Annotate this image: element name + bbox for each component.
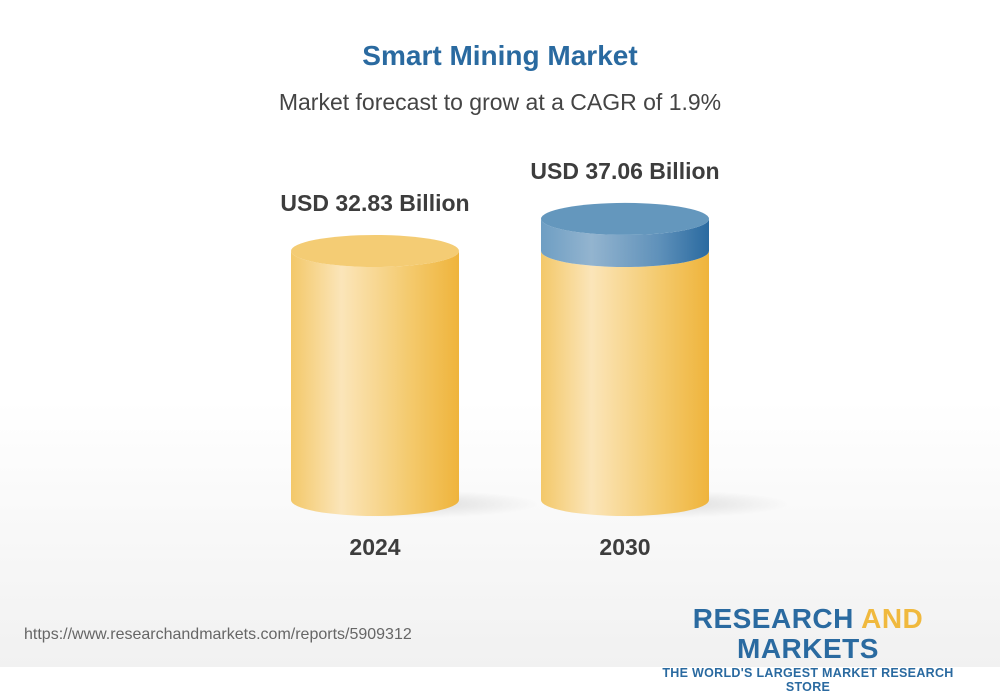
cylinder-chart: USD 32.83 Billion USD 37.06 Billion 2024… <box>280 158 789 560</box>
cylinder-body-2030 <box>541 251 709 516</box>
chart-title: Smart Mining Market <box>362 40 638 71</box>
data-label-2030: USD 37.06 Billion <box>530 158 719 184</box>
logo-tagline: THE WORLD'S LARGEST MARKET RESEARCH STOR… <box>662 666 954 694</box>
x-tick-2024: 2024 <box>349 534 400 560</box>
x-tick-2030: 2030 <box>599 534 650 560</box>
chart-subtitle: Market forecast to grow at a CAGR of 1.9… <box>278 89 722 115</box>
cylinder-top-2030 <box>541 202 709 235</box>
logo-text-research: RESEARCH <box>692 603 862 634</box>
logo-text-and: AND <box>861 603 924 634</box>
cylinder-body-2024 <box>291 251 459 516</box>
cylinder-top-2024 <box>291 235 459 267</box>
logo-text-markets: MARKETS <box>737 633 879 664</box>
report-url[interactable]: https://www.researchandmarkets.com/repor… <box>24 626 412 643</box>
data-label-2024: USD 32.83 Billion <box>280 190 469 216</box>
research-and-markets-logo: RESEARCH AND MARKETS THE WORLD'S LARGEST… <box>640 604 976 694</box>
cylinder-growth-band-2030 <box>541 218 709 267</box>
